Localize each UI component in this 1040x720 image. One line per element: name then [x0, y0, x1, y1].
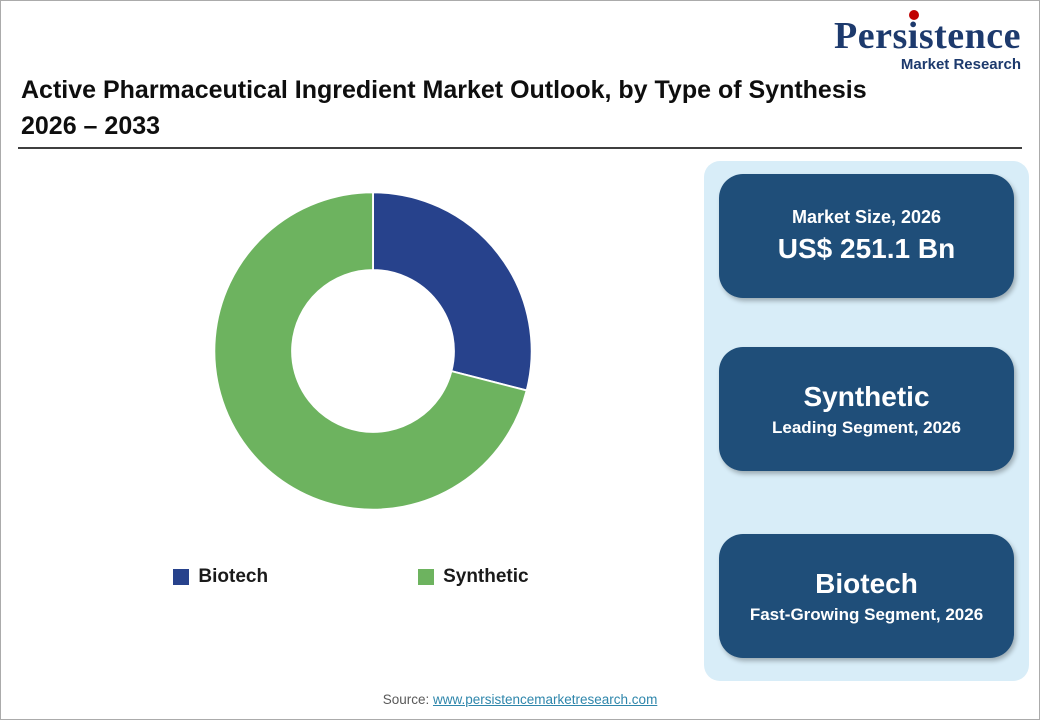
- brand-name: Persistence: [834, 10, 1021, 57]
- source-link[interactable]: www.persistencemarketresearch.com: [432, 692, 658, 707]
- chart-legend: Biotech Synthetic: [1, 566, 701, 588]
- market-size-box: Market Size, 2026 US$ 251.1 Bn: [719, 174, 1014, 298]
- leading-segment-label: Leading Segment, 2026: [772, 417, 961, 437]
- donut-slice-biotech: [372, 191, 533, 392]
- legend-item-biotech: Biotech: [173, 566, 268, 588]
- highlights-panel: Market Size, 2026 US$ 251.1 Bn Synthetic…: [704, 161, 1029, 681]
- page-title-line1: Active Pharmaceutical Ingredient Market …: [21, 76, 867, 104]
- legend-swatch-biotech: [173, 569, 190, 585]
- page-title: Active Pharmaceutical Ingredient Market …: [21, 73, 1021, 144]
- donut-chart: [203, 181, 543, 521]
- legend-label-biotech: Biotech: [198, 566, 269, 587]
- source-label: Source:: [382, 692, 430, 707]
- leading-segment-name: Synthetic: [803, 380, 930, 412]
- donut-slice-synthetic: [213, 191, 528, 511]
- source-footer: Source: www.persistencemarketresearch.co…: [1, 692, 1039, 707]
- legend-swatch-synthetic: [418, 569, 435, 585]
- donut-chart-svg: [213, 191, 533, 511]
- market-size-value: US$ 251.1 Bn: [777, 233, 956, 264]
- fast-growing-segment-name: Biotech: [815, 567, 918, 599]
- logo-dot-icon: [908, 10, 919, 20]
- brand-name-text: Persistence: [834, 15, 1021, 57]
- fast-growing-segment-box: Biotech Fast-Growing Segment, 2026: [719, 534, 1014, 658]
- page-title-line2: 2026 – 2033: [21, 111, 161, 140]
- brand-tagline: Market Research: [900, 56, 1021, 73]
- legend-label-synthetic: Synthetic: [443, 566, 529, 587]
- chart-area: Biotech Synthetic: [1, 161, 701, 681]
- fast-growing-segment-label: Fast-Growing Segment, 2026: [749, 604, 984, 624]
- leading-segment-box: Synthetic Leading Segment, 2026: [719, 347, 1014, 471]
- market-size-label: Market Size, 2026: [791, 207, 942, 227]
- title-divider: [18, 147, 1022, 149]
- brand-logo: Persistence Market Research: [834, 10, 1021, 73]
- legend-item-synthetic: Synthetic: [418, 566, 529, 588]
